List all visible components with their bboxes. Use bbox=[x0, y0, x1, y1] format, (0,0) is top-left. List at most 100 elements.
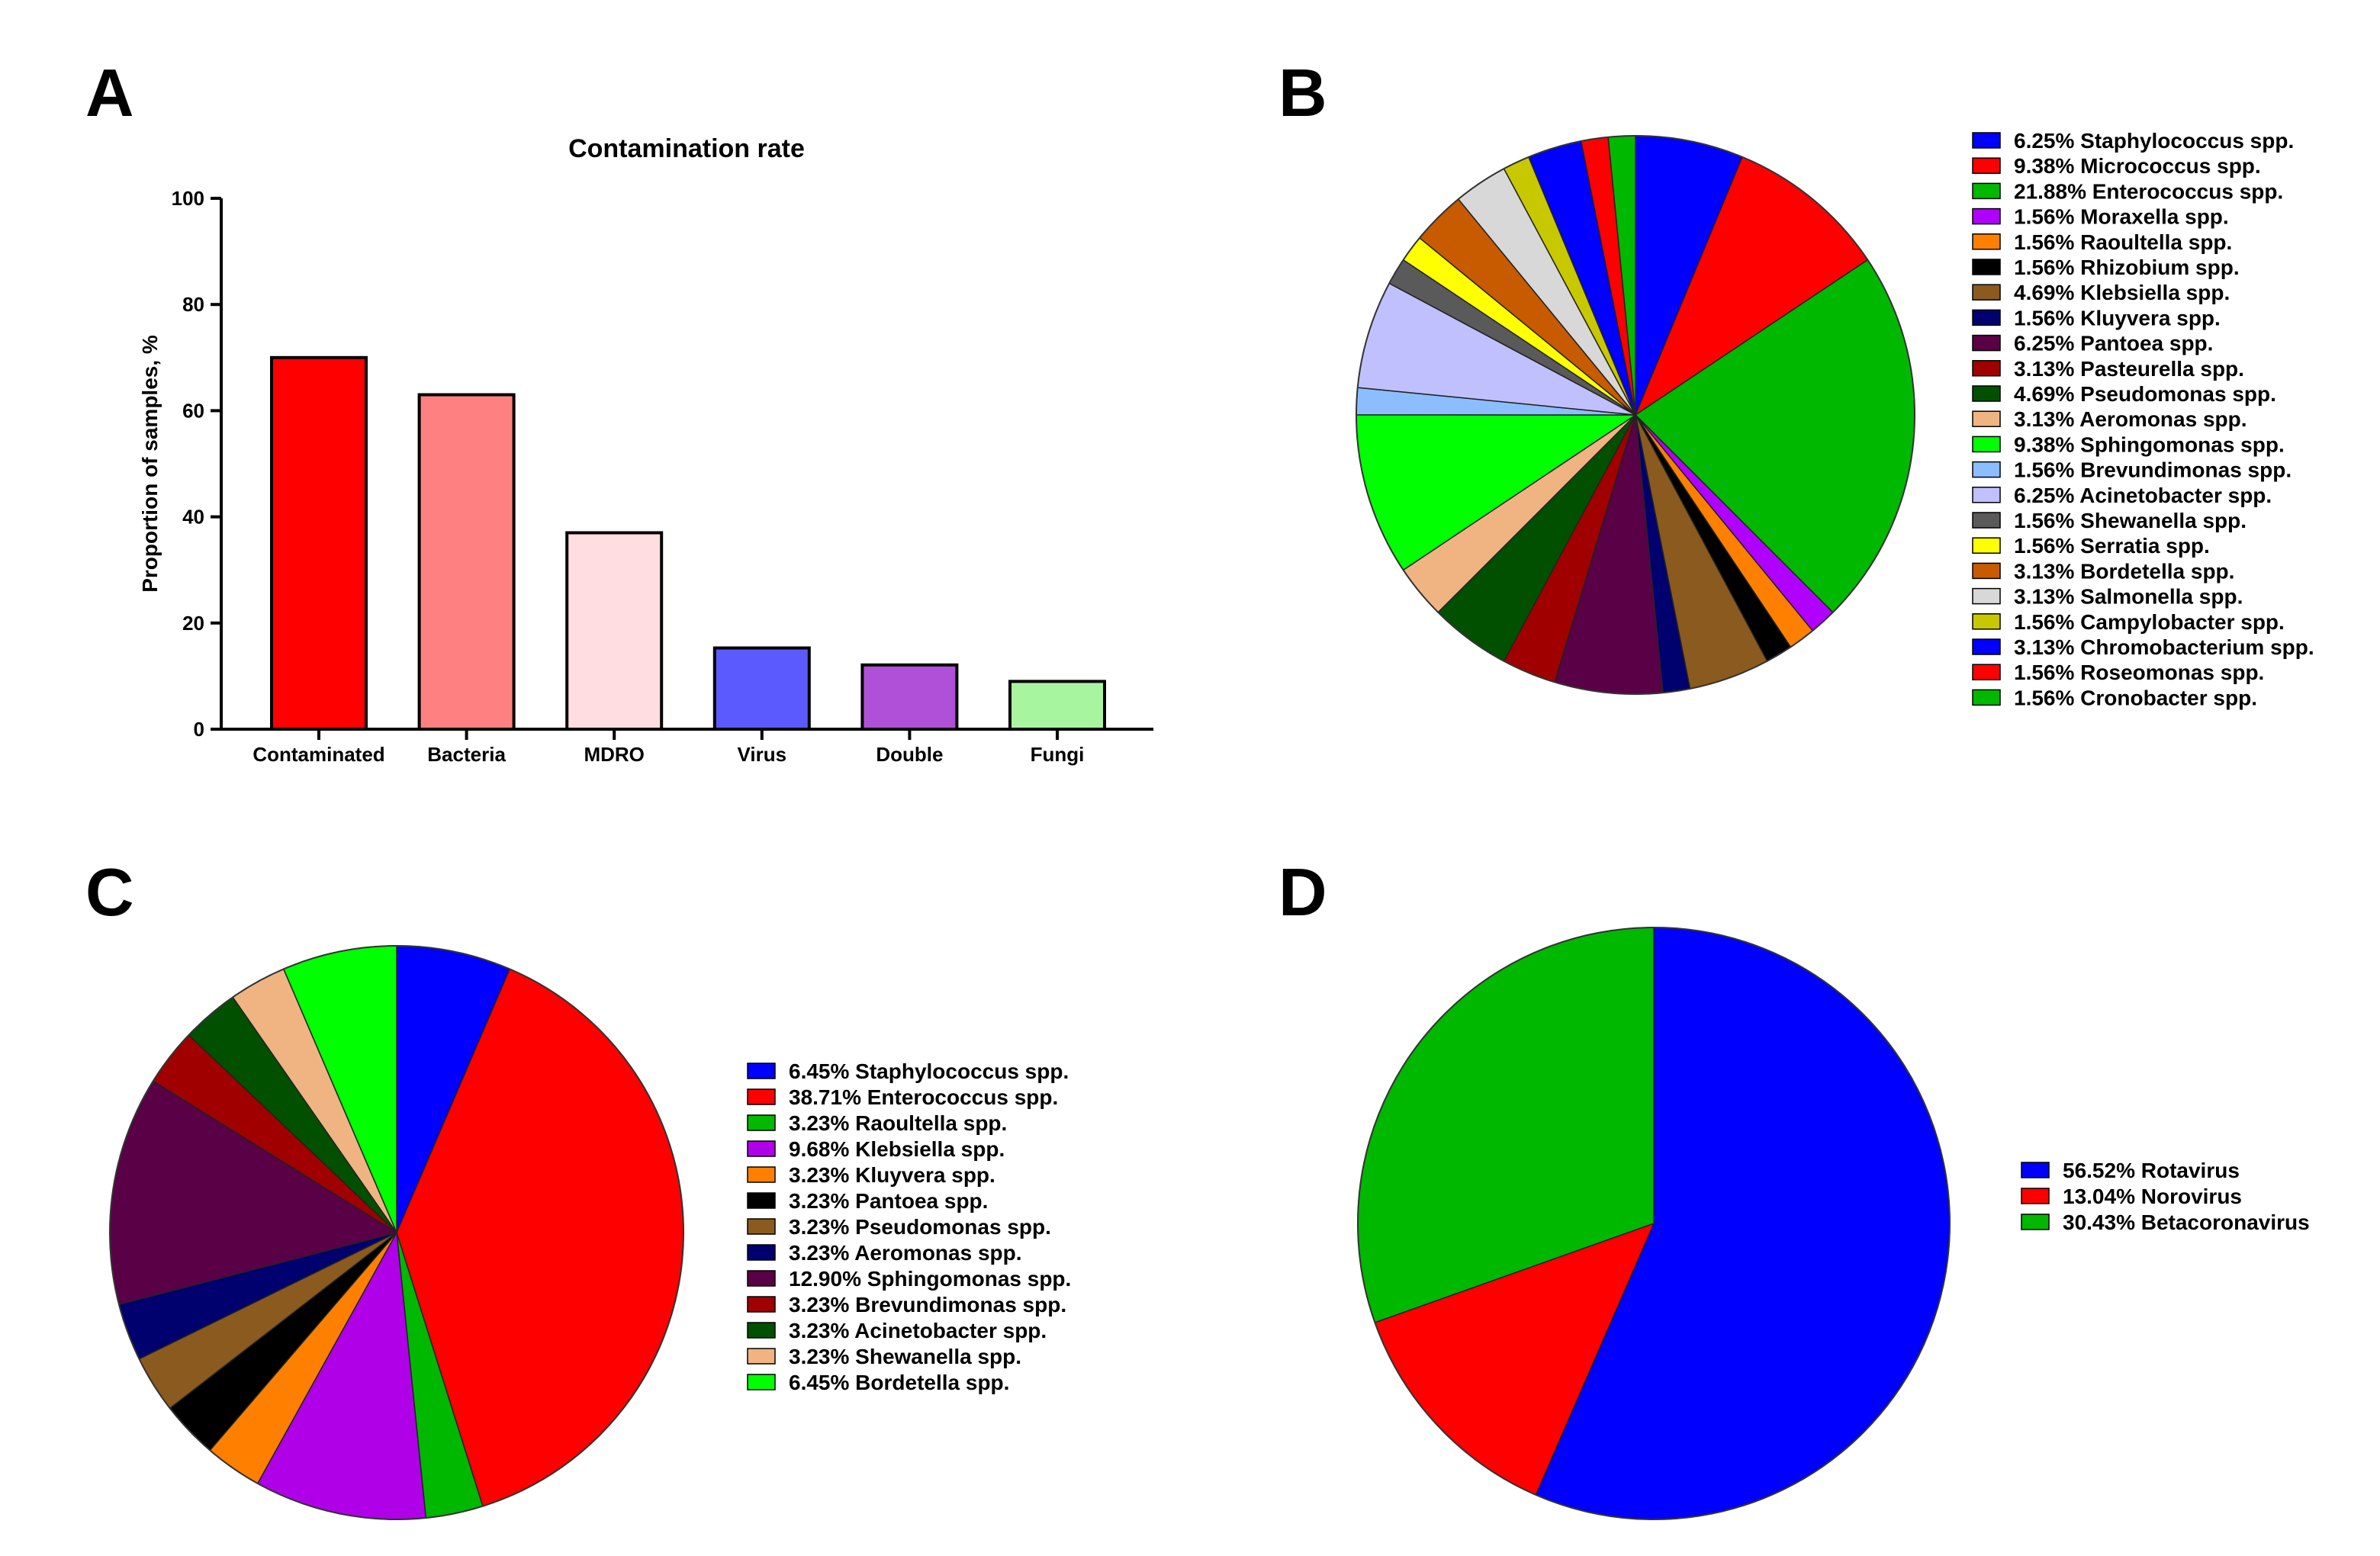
legend-swatch-pasteurella-spp bbox=[1972, 360, 2001, 377]
axes-group: Contaminated Bacteria MDRO Virus Double Fungi… bbox=[172, 187, 1153, 766]
legend-swatch-raoultella-spp bbox=[1972, 233, 2001, 250]
legend-swatch-betacoronavirus bbox=[2021, 1214, 2050, 1230]
legend-swatch-serratia-spp bbox=[1972, 537, 2001, 554]
legend-swatch-campylobacter-spp bbox=[1972, 613, 2001, 630]
legend-swatch-norovirus bbox=[2021, 1188, 2050, 1204]
legend-label-klebsiella-spp: 9.68% Klebsiella spp. bbox=[789, 1137, 1005, 1161]
legend-swatch-brevundimonas-spp bbox=[1972, 461, 2001, 478]
x-tick-label-fungi: Fungi bbox=[1031, 743, 1085, 766]
bars-group bbox=[270, 355, 1106, 731]
legend-swatch-rotavirus bbox=[2021, 1162, 2050, 1178]
legend-swatch-rhizobium-spp bbox=[1972, 259, 2001, 275]
legend-swatch-pantoea-spp bbox=[1972, 334, 2001, 352]
bar-contaminated bbox=[270, 355, 368, 731]
legend-swatch-shewanella-spp bbox=[1972, 512, 2001, 529]
legend-swatch-pantoea-spp bbox=[747, 1192, 776, 1209]
legend-swatch-chromobacterium-spp bbox=[1972, 638, 2001, 655]
legend-swatch-brevundimonas-spp bbox=[747, 1296, 776, 1313]
pie-chart-virus bbox=[1357, 927, 1951, 1520]
legend-label-cronobacter-spp: 1.56% Cronobacter spp. bbox=[2014, 686, 2257, 709]
pie-outline bbox=[1356, 135, 1915, 695]
panel-letter-d: D bbox=[1278, 854, 1327, 930]
legend-bacteria: 6.25% Staphylococcus spp.9.38% Micrococc… bbox=[1972, 129, 2314, 709]
legend-swatch-staphylococcus-spp bbox=[747, 1063, 776, 1079]
y-axis-label: Proportion of samples, % bbox=[138, 335, 162, 593]
legend-swatch-acinetobacter-spp bbox=[747, 1322, 776, 1339]
legend-label-serratia-spp: 1.56% Serratia spp. bbox=[2014, 534, 2210, 558]
bar-mdro bbox=[565, 531, 664, 731]
legend-swatch-staphylococcus-spp bbox=[1972, 132, 2001, 149]
legend-label-chromobacterium-spp: 3.13% Chromobacterium spp. bbox=[2014, 635, 2314, 659]
legend-swatch-moraxella-spp bbox=[1972, 207, 2001, 225]
y-tick-label-80: 80 bbox=[182, 293, 204, 316]
bar-chart-contamination: Contamination rate Proportion of samples… bbox=[138, 134, 1153, 766]
legend-label-staphylococcus-spp: 6.25% Staphylococcus spp. bbox=[2014, 129, 2294, 153]
x-tick-label-contaminated: Contaminated bbox=[252, 743, 384, 766]
bar-virus bbox=[712, 646, 811, 731]
legend-label-shewanella-spp: 1.56% Shewanella spp. bbox=[2014, 509, 2247, 532]
legend-label-raoultella-spp: 1.56% Raoultella spp. bbox=[2014, 230, 2232, 254]
legend-label-salmonella-spp: 3.13% Salmonella spp. bbox=[2014, 585, 2243, 609]
legend-swatch-cronobacter-spp bbox=[1972, 689, 2001, 706]
legend-label-brevundimonas-spp: 3.23% Brevundimonas spp. bbox=[789, 1293, 1066, 1316]
legend-label-pantoea-spp: 6.25% Pantoea spp. bbox=[2014, 332, 2213, 355]
legend-label-campylobacter-spp: 1.56% Campylobacter spp. bbox=[2014, 610, 2285, 634]
panel-letter-c: C bbox=[85, 854, 134, 930]
legend-label-klebsiella-spp: 4.69% Klebsiella spp. bbox=[2014, 281, 2230, 304]
y-tick-label-60: 60 bbox=[182, 399, 204, 422]
legend-swatch-klebsiella-spp bbox=[747, 1140, 776, 1157]
legend-label-pseudomonas-spp: 4.69% Pseudomonas spp. bbox=[2014, 382, 2276, 406]
legend-swatch-micrococcus-spp bbox=[1972, 157, 2001, 174]
legend-label-kluyvera-spp: 3.23% Kluyvera spp. bbox=[789, 1163, 995, 1187]
legend-swatch-klebsiella-spp bbox=[1972, 284, 2001, 301]
legend-swatch-sphingomonas-spp bbox=[747, 1270, 776, 1287]
legend-label-aeromonas-spp: 3.13% Aeromonas spp. bbox=[2014, 407, 2247, 431]
legend-swatch-pseudomonas-spp bbox=[747, 1218, 776, 1235]
legend-label-sphingomonas-spp: 12.90% Sphingomonas spp. bbox=[789, 1267, 1071, 1291]
legend-swatch-kluyvera-spp bbox=[747, 1166, 776, 1183]
x-tick-label-double: Double bbox=[876, 743, 943, 766]
y-tick-label-100: 100 bbox=[172, 187, 204, 210]
pie-chart-mdro bbox=[109, 945, 684, 1520]
y-tick-label-40: 40 bbox=[182, 506, 204, 529]
legend-swatch-aeromonas-spp bbox=[747, 1244, 776, 1261]
x-tick-label-mdro: MDRO bbox=[584, 743, 644, 766]
pie-outline bbox=[1357, 927, 1951, 1520]
legend-label-rotavirus: 56.52% Rotavirus bbox=[2063, 1159, 2240, 1182]
panel-letter-b: B bbox=[1278, 55, 1327, 130]
legend-label-pseudomonas-spp: 3.23% Pseudomonas spp. bbox=[789, 1215, 1051, 1239]
legend-label-betacoronavirus: 30.43% Betacoronavirus bbox=[2063, 1210, 2310, 1234]
legend-label-kluyvera-spp: 1.56% Kluyvera spp. bbox=[2014, 306, 2221, 330]
legend-swatch-shewanella-spp bbox=[747, 1348, 776, 1365]
legend-swatch-salmonella-spp bbox=[1972, 587, 2001, 605]
legend-label-sphingomonas-spp: 9.38% Sphingomonas spp. bbox=[2014, 432, 2285, 456]
legend-swatch-bordetella-spp bbox=[1972, 562, 2001, 580]
legend-swatch-aeromonas-spp bbox=[1972, 410, 2001, 427]
legend-swatch-sphingomonas-spp bbox=[1972, 436, 2001, 453]
pie-outline bbox=[109, 945, 684, 1520]
legend-swatch-acinetobacter-spp bbox=[1972, 487, 2001, 503]
legend-label-bordetella-spp: 3.13% Bordetella spp. bbox=[2014, 559, 2234, 583]
legend-swatch-enterococcus-spp bbox=[1972, 182, 2001, 200]
bar-fungi bbox=[1008, 680, 1106, 731]
legend-label-raoultella-spp: 3.23% Raoultella spp. bbox=[789, 1111, 1007, 1135]
legend-swatch-enterococcus-spp bbox=[747, 1088, 776, 1105]
legend-label-staphylococcus-spp: 6.45% Staphylococcus spp. bbox=[789, 1059, 1069, 1083]
legend-label-rhizobium-spp: 1.56% Rhizobium spp. bbox=[2014, 256, 2240, 279]
legend-label-brevundimonas-spp: 1.56% Brevundimonas spp. bbox=[2014, 458, 2292, 482]
legend-label-norovirus: 13.04% Norovirus bbox=[2063, 1185, 2242, 1208]
legend-label-enterococcus-spp: 38.71% Enterococcus spp. bbox=[789, 1085, 1058, 1109]
panel-letter-a: A bbox=[85, 55, 134, 130]
bar-double bbox=[860, 663, 959, 731]
chart-title: Contamination rate bbox=[568, 134, 805, 163]
legend-mdro: 6.45% Staphylococcus spp.38.71% Enteroco… bbox=[747, 1059, 1071, 1394]
bar-bacteria bbox=[417, 393, 516, 731]
legend-label-bordetella-spp: 6.45% Bordetella spp. bbox=[789, 1371, 1009, 1394]
legend-label-acinetobacter-spp: 3.23% Acinetobacter spp. bbox=[789, 1319, 1047, 1342]
legend-label-enterococcus-spp: 21.88% Enterococcus spp. bbox=[2014, 179, 2283, 203]
x-tick-label-virus: Virus bbox=[738, 743, 787, 766]
legend-swatch-roseomonas-spp bbox=[1972, 664, 2001, 680]
